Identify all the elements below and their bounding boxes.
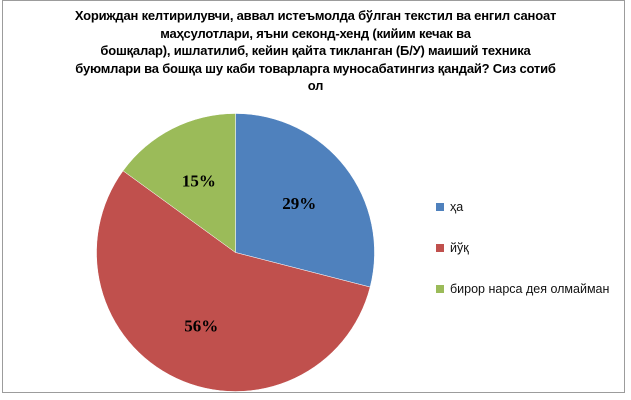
legend-item-2[interactable]: йўқ [436,241,609,255]
chart-title-line: буюмлари ва бошқа шу каби товарларга мун… [75,60,556,76]
legend-label: бирор нарса дея олмайман [450,282,610,296]
legend-item-1[interactable]: ҳа [436,200,609,214]
pie-chart: 29% 56% 15% [96,113,375,392]
legend-swatch-icon [436,244,444,252]
legend-label: йўқ [450,241,469,255]
legend-label: ҳа [450,200,464,214]
legend: ҳа йўқ бирор нарса дея олмайман [436,200,609,296]
legend-swatch-icon [436,285,444,293]
chart-title-line: ол [307,78,324,93]
chart-title-line: маҳсулотлари, яъни секонд-хенд (кийим ке… [160,25,471,41]
pie-data-label-3: 15% [182,172,216,191]
pie-data-label-2: 56% [184,316,218,335]
chart-title-line: Хориждан келтирилувчи, аввал истеъмолда … [74,8,557,23]
legend-swatch-icon [436,203,444,211]
pie-slice-1[interactable] [235,113,375,288]
chart-title-line: бошқалар), ишлатилиб, кейин қайта тиклан… [100,43,531,58]
pie-data-label-1: 29% [282,194,316,213]
legend-item-3[interactable]: бирор нарса дея олмайман [436,282,609,296]
pie-slice-2[interactable] [96,170,371,392]
pie-slice-3[interactable] [122,113,236,253]
chart-title: Хориждан келтирилувчи, аввал истеъмолда … [22,7,609,95]
